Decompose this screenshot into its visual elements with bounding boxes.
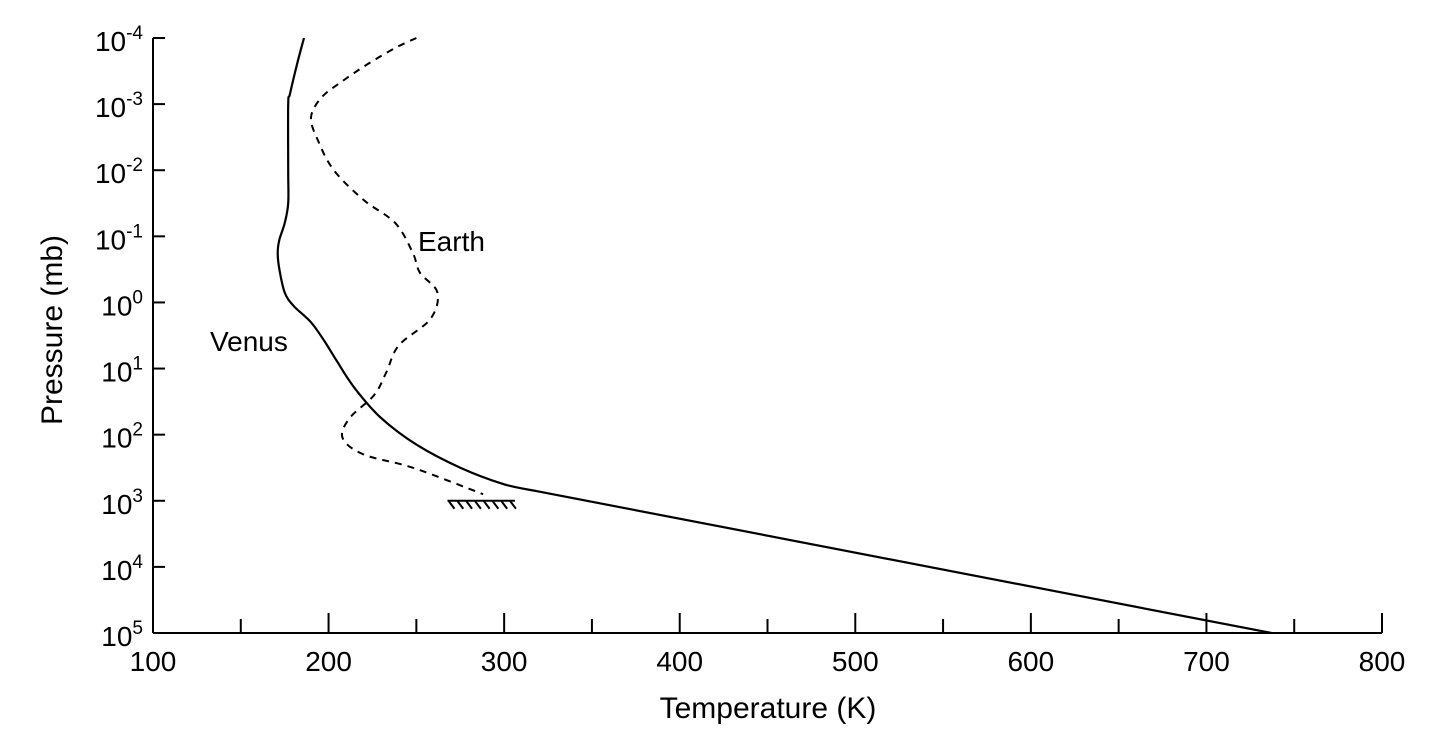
surface-hatch-mark: [465, 500, 473, 510]
y-tick-label: 10-1: [95, 221, 143, 255]
y-axis-title: Pressure (mb): [36, 235, 69, 425]
surface-hatch-mark: [482, 500, 491, 510]
y-tick-label-exponent: 5: [132, 618, 143, 639]
x-tick-label: 100: [130, 646, 177, 677]
y-tick-label-exponent: 3: [132, 486, 143, 507]
surface-hatch-mark: [447, 500, 456, 510]
annotation-layer: [447, 499, 517, 510]
axes: [152, 38, 1382, 634]
y-tick-label: 10-2: [95, 155, 143, 189]
y-tick-label-exponent: 4: [132, 552, 143, 573]
x-axis-title: Temperature (K): [660, 692, 877, 725]
surface-hatch-mark: [500, 500, 508, 510]
y-tick-label-exponent: 0: [132, 287, 143, 308]
y-tick-label-base: 10: [101, 290, 132, 321]
surface-hatch-mark: [509, 500, 517, 510]
y-tick-label-exponent: 2: [132, 420, 143, 441]
y-tick-label-exponent: -4: [126, 23, 143, 44]
surface-hatch-mark: [491, 500, 500, 510]
y-tick-label: 102: [101, 420, 143, 454]
y-tick-label: 10-4: [95, 23, 143, 57]
y-tick-label: 104: [101, 552, 143, 586]
x-tick-label: 200: [305, 646, 352, 677]
y-tick-label-base: 10: [101, 621, 132, 652]
y-tick-label: 101: [101, 354, 143, 388]
series-label-earth: Earth: [418, 226, 485, 257]
y-tick-label-exponent: -2: [126, 155, 143, 176]
x-tick-label: 600: [1007, 646, 1054, 677]
y-tick-label-base: 10: [101, 489, 132, 520]
y-tick-label-base: 10: [101, 357, 132, 388]
y-tick-label-base: 10: [95, 224, 126, 255]
x-tick-label: 700: [1183, 646, 1230, 677]
y-tick-label-base: 10: [101, 423, 132, 454]
y-tick-label-exponent: 1: [132, 354, 143, 375]
series-line-venus: [276, 37, 1272, 635]
surface-hatch-mark: [456, 500, 465, 510]
x-tick-label: 500: [832, 646, 879, 677]
y-tick-label-base: 10: [95, 26, 126, 57]
y-tick-label: 10-3: [95, 89, 143, 123]
y-tick-label: 100: [101, 287, 143, 321]
y-tick-label-base: 10: [101, 555, 132, 586]
y-tick-label-exponent: -1: [126, 221, 143, 242]
y-tick-label-exponent: -3: [126, 89, 143, 110]
x-tick-label: 300: [481, 646, 528, 677]
x-tick-label: 800: [1359, 646, 1406, 677]
y-tick-label-base: 10: [95, 92, 126, 123]
y-tick-label: 103: [101, 486, 143, 520]
series-label-venus: Venus: [210, 326, 288, 357]
series-layer: [276, 37, 1272, 635]
y-tick-label: 105: [101, 618, 143, 652]
y-tick-label-base: 10: [95, 158, 126, 189]
series-line-earth: [309, 37, 484, 496]
x-tick-label: 400: [656, 646, 703, 677]
x-ticks: 100 200 300 400 500 600 700 800: [130, 613, 1406, 677]
surface-hatch-mark: [474, 500, 482, 510]
surface-hatch: [447, 499, 517, 510]
